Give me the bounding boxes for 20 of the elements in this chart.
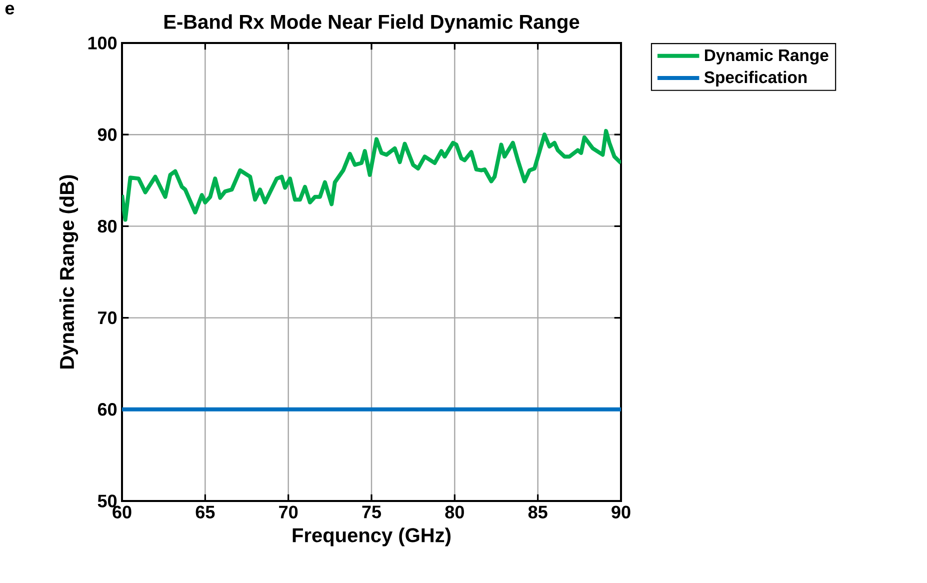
text: e <box>5 4 14 15</box>
x-axis-title: Frequency (GHz) <box>292 528 450 546</box>
y-tick-label: 100 <box>88 36 117 50</box>
y-axis-title: Dynamic Range (dB) <box>59 175 78 368</box>
x-tick-label: 75 <box>362 506 382 518</box>
y-tick-label: 50 <box>98 494 117 508</box>
x-tick-label: 60 <box>112 506 132 518</box>
y-tick-label: 60 <box>98 403 117 416</box>
x-tick-label: 80 <box>445 506 464 518</box>
y-tick-label: 90 <box>98 128 117 141</box>
x-tick-label: 90 <box>612 506 630 518</box>
y-tick-label: 80 <box>98 220 117 233</box>
x-tick-label: 70 <box>279 506 298 518</box>
chart-title: E-Band Rx Mode Near Field Dynamic Range <box>164 14 580 33</box>
legend-label: Specification <box>704 70 807 86</box>
x-tick-label: 85 <box>528 506 548 518</box>
y-tick-label: 70 <box>98 311 117 324</box>
x-tick-label: 65 <box>196 506 215 518</box>
legend-label: Dynamic Range <box>704 48 828 64</box>
line-series <box>122 128 622 222</box>
